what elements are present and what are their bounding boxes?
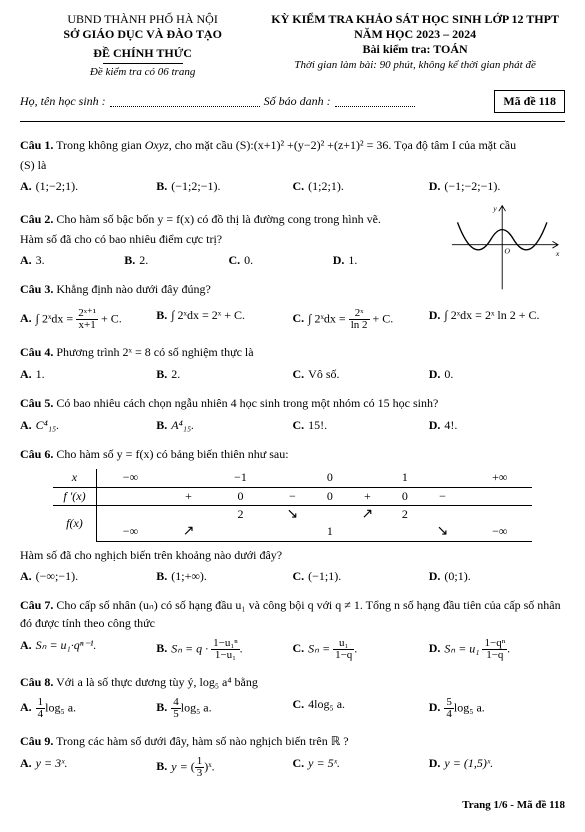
sbd-label: Số báo danh :	[264, 94, 331, 109]
q6-options: A.(−∞;−1). B.(1;+∞). C.(−1;1). D.(0;1).	[20, 567, 565, 586]
sbd-field	[335, 97, 415, 107]
svg-text:y: y	[492, 204, 497, 213]
so-line: SỞ GIÁO DỤC VÀ ĐÀO TẠO	[20, 27, 265, 42]
q2-q3-block: Câu 2. Cho hàm số bậc bốn y = f(x) có đồ…	[20, 200, 565, 302]
header-right: KỲ KIỂM TRA KHẢO SÁT HỌC SINH LỚP 12 THP…	[265, 12, 565, 78]
q9-options: A.y = 3ˣ. B.y = (13)ˣ. C.y = 5ˣ. D.y = (…	[20, 754, 565, 781]
page-header: UBND THÀNH PHỐ HÀ NỘI SỞ GIÁO DỤC VÀ ĐÀO…	[20, 12, 565, 78]
exam-title: KỲ KIỂM TRA KHẢO SÁT HỌC SINH LỚP 12 THP…	[265, 12, 565, 27]
q4-options: A.1. B.2. C.Vô số. D.0.	[20, 365, 565, 384]
divider	[20, 121, 565, 122]
svg-text:O: O	[504, 247, 510, 256]
question-5: Câu 5. Có bao nhiêu cách chọn ngẫu nhiên…	[20, 394, 565, 412]
question-1: Câu 1. Trong không gian Oxyz, cho mặt cầ…	[20, 136, 565, 154]
exam-time: Thời gian làm bài: 90 phút, không kể thờ…	[265, 59, 565, 71]
question-3: Câu 3. Khẳng định nào dưới đây đúng?	[20, 280, 437, 298]
question-4: Câu 4. Phương trình 2ˣ = 8 có số nghiệm …	[20, 343, 565, 361]
q3-options: A.∫ 2ˣdx = 2ˣ⁺¹x+1 + C. B.∫ 2ˣdx = 2ˣ + …	[20, 306, 565, 333]
exam-code: Mã đề 118	[494, 90, 565, 113]
page-footer: Trang 1/6 - Mã đề 118	[20, 799, 565, 811]
exam-year: NĂM HỌC 2023 – 2024	[265, 27, 565, 42]
name-field	[110, 97, 260, 107]
q6-sub: Hàm số đã cho nghịch biến trên khoảng nà…	[20, 548, 565, 563]
ubnd-line: UBND THÀNH PHỐ HÀ NỘI	[20, 12, 265, 27]
question-6: Câu 6. Cho hàm số y = f(x) có bảng biến …	[20, 445, 565, 463]
question-8: Câu 8. Với a là số thực dương tùy ý, log…	[20, 673, 565, 691]
variation-table: x −∞ −1 0 1 +∞ f ′(x) + 0 − 0 + 0 − f(x)…	[53, 469, 533, 542]
q1-options: A.(1;−2;1). B.(−1;2;−1). C.(1;2;1). D.(−…	[20, 177, 565, 196]
page-count: Đề kiểm tra có 06 trang	[20, 66, 265, 78]
question-7: Câu 7. Cho cấp số nhân (uₙ) có số hạng đ…	[20, 596, 565, 632]
name-label: Họ, tên học sinh :	[20, 94, 106, 109]
exam-subject: Bài kiểm tra: TOÁN	[265, 42, 565, 57]
q2-sub: Hàm số đã cho có bao nhiêu điểm cực trị?	[20, 232, 437, 247]
question-2: Câu 2. Cho hàm số bậc bốn y = f(x) có đồ…	[20, 210, 437, 228]
official-label: ĐỀ CHÍNH THỨC	[20, 46, 265, 64]
info-row: Họ, tên học sinh : Số báo danh : Mã đề 1…	[20, 90, 565, 113]
graph-svg: x y O	[445, 200, 565, 295]
q1-cont: (S) là	[20, 158, 565, 173]
q7-options: A.Sₙ = u₁·qⁿ⁻¹. B.Sₙ = q · 1−u₁ⁿ1−u₁. C.…	[20, 636, 565, 663]
question-9: Câu 9. Trong các hàm số dưới đây, hàm số…	[20, 732, 565, 750]
svg-text:x: x	[555, 249, 560, 258]
header-left: UBND THÀNH PHỐ HÀ NỘI SỞ GIÁO DỤC VÀ ĐÀO…	[20, 12, 265, 78]
q5-options: A.C⁴₁₅. B.A⁴₁₅. C.15!. D.4!.	[20, 416, 565, 435]
q2-options: A.3. B.2. C.0. D.1.	[20, 251, 437, 270]
quartic-graph: x y O	[445, 200, 565, 299]
q8-options: A.14log₅ a. B.45log₅ a. C.4log₅ a. D.54l…	[20, 695, 565, 722]
